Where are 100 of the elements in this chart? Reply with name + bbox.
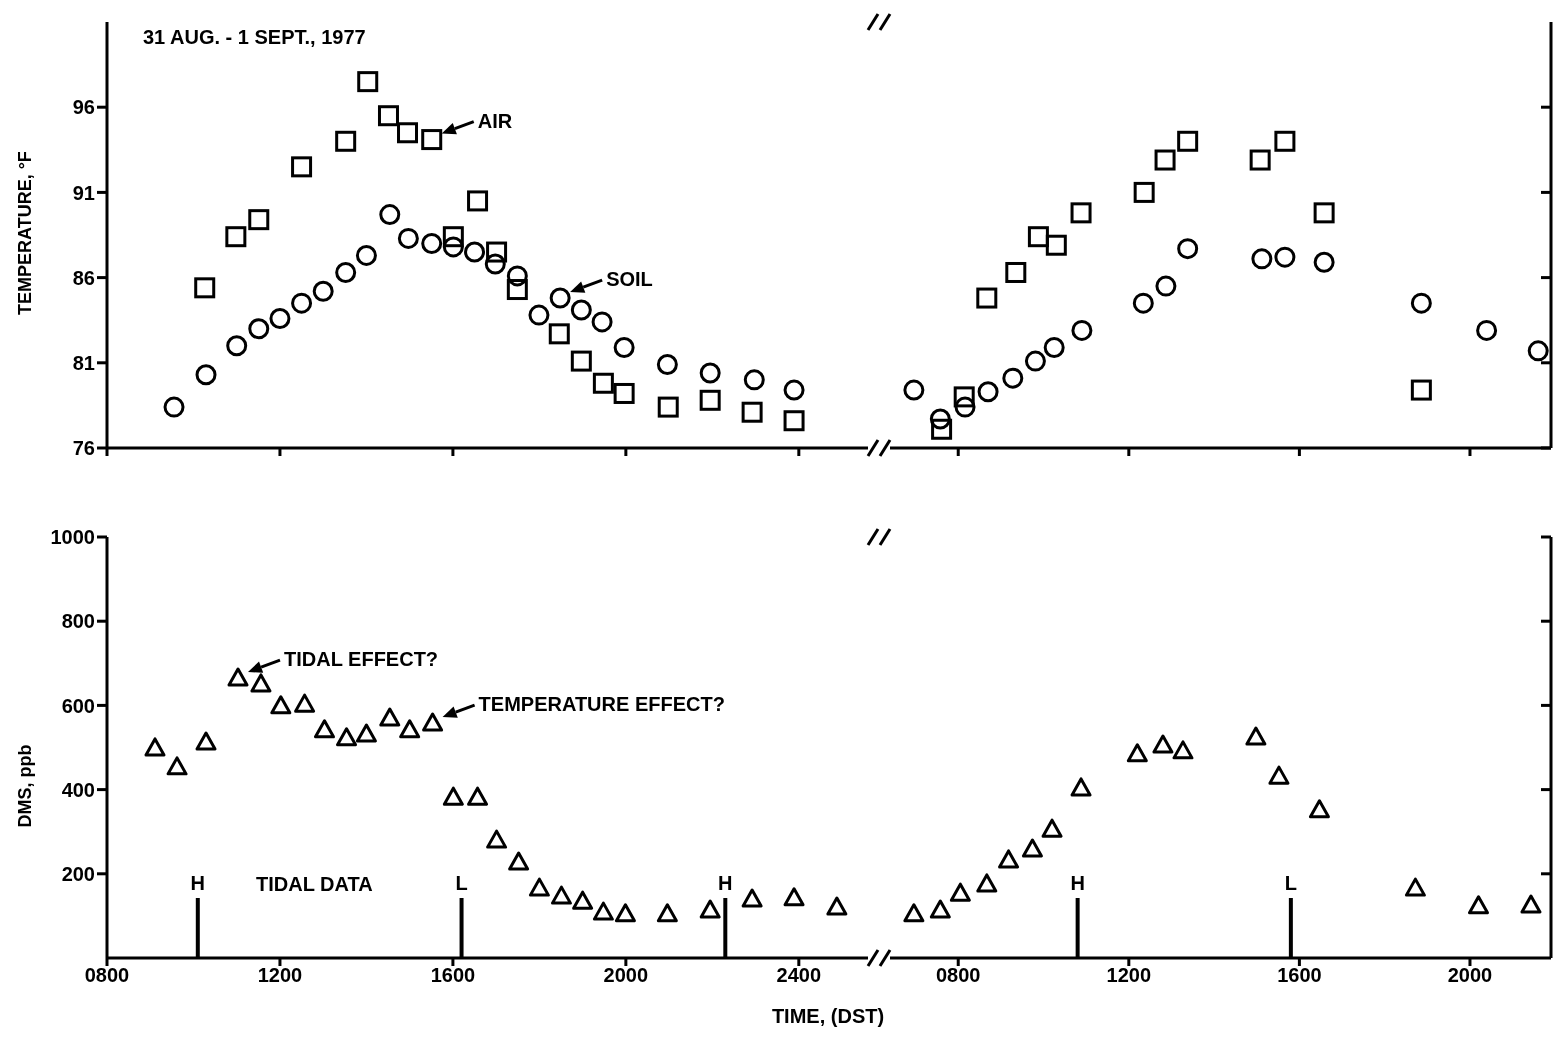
point <box>783 379 805 401</box>
point <box>613 382 635 404</box>
x-tick-label: 1600 <box>430 964 476 987</box>
point <box>294 693 316 713</box>
point <box>1468 895 1489 915</box>
y-tick-label: 1000 <box>50 526 95 549</box>
point <box>357 71 379 93</box>
y-tick-label: 800 <box>61 610 95 633</box>
point <box>570 350 592 372</box>
y-tick-label: 81 <box>72 351 95 374</box>
point <box>486 241 508 263</box>
point <box>1070 202 1092 224</box>
point <box>741 401 763 423</box>
point <box>656 903 678 923</box>
point <box>783 887 805 907</box>
point <box>166 756 188 776</box>
ref-line-label: H <box>1070 872 1085 894</box>
point <box>336 727 358 747</box>
ref-line-label: L <box>1284 872 1297 894</box>
point <box>421 129 443 151</box>
point <box>1177 130 1199 152</box>
point <box>163 396 185 418</box>
point <box>397 122 419 144</box>
annotation: AIR <box>477 109 513 132</box>
point <box>613 336 635 358</box>
point <box>422 712 444 732</box>
annotation: 31 AUG. - 1 SEPT., 1977 <box>143 26 366 49</box>
point <box>1268 765 1290 785</box>
point <box>929 899 951 919</box>
point <box>977 381 999 403</box>
point <box>194 277 216 299</box>
x-tick-label: 2000 <box>603 964 649 987</box>
point <box>1308 799 1330 819</box>
x-tick-label: 2000 <box>1447 964 1493 987</box>
annotation: TIDAL DATA <box>256 873 373 896</box>
point <box>656 354 678 375</box>
point <box>248 318 270 340</box>
y-tick-label: 600 <box>61 694 95 717</box>
point <box>1251 248 1273 270</box>
point <box>699 389 721 411</box>
point <box>976 873 998 893</box>
point <box>570 299 592 321</box>
point <box>355 244 377 266</box>
point <box>1152 734 1174 754</box>
point <box>528 877 550 897</box>
point <box>591 311 613 333</box>
y-tick-label: 86 <box>72 266 95 289</box>
point <box>486 829 508 849</box>
point <box>291 292 313 314</box>
point <box>1155 275 1177 297</box>
point <box>550 885 572 905</box>
annotation: TEMPERATURE EFFECT? <box>478 693 725 716</box>
y-tick-label: 91 <box>72 181 95 204</box>
point <box>442 226 464 248</box>
point <box>903 379 925 401</box>
point <box>250 673 272 693</box>
point <box>954 396 976 418</box>
point <box>355 723 377 743</box>
point <box>227 667 249 687</box>
point <box>1274 246 1296 268</box>
point <box>1313 202 1335 224</box>
point <box>377 105 399 127</box>
point <box>1132 292 1154 314</box>
point <box>826 896 848 916</box>
x-tick-label: 1600 <box>1277 964 1322 987</box>
point <box>949 882 971 902</box>
point <box>313 719 335 739</box>
point <box>1002 367 1024 389</box>
point <box>467 786 489 806</box>
point <box>1041 818 1063 838</box>
point <box>1274 130 1296 152</box>
point <box>291 156 313 178</box>
point <box>335 261 357 283</box>
point <box>1021 838 1043 858</box>
point <box>592 901 614 921</box>
point <box>549 287 571 309</box>
point <box>1043 336 1065 358</box>
point <box>953 386 975 408</box>
point <box>442 236 464 258</box>
ref-line-label: H <box>718 872 733 894</box>
point <box>335 130 357 152</box>
point <box>270 695 292 715</box>
point <box>1404 877 1426 897</box>
point <box>269 308 291 329</box>
point <box>614 903 636 923</box>
point <box>1177 238 1199 260</box>
point <box>1133 181 1155 203</box>
y-axis-title: TEMPERATURE, °F <box>15 151 36 315</box>
point <box>699 899 721 919</box>
point <box>195 731 217 751</box>
point <box>312 280 334 302</box>
point <box>528 304 550 326</box>
point <box>506 279 528 301</box>
point <box>226 335 248 357</box>
point <box>741 888 763 908</box>
point <box>379 707 401 727</box>
point <box>1024 350 1046 372</box>
point <box>1527 340 1549 362</box>
y-tick-label: 200 <box>61 862 95 885</box>
point <box>699 362 721 384</box>
